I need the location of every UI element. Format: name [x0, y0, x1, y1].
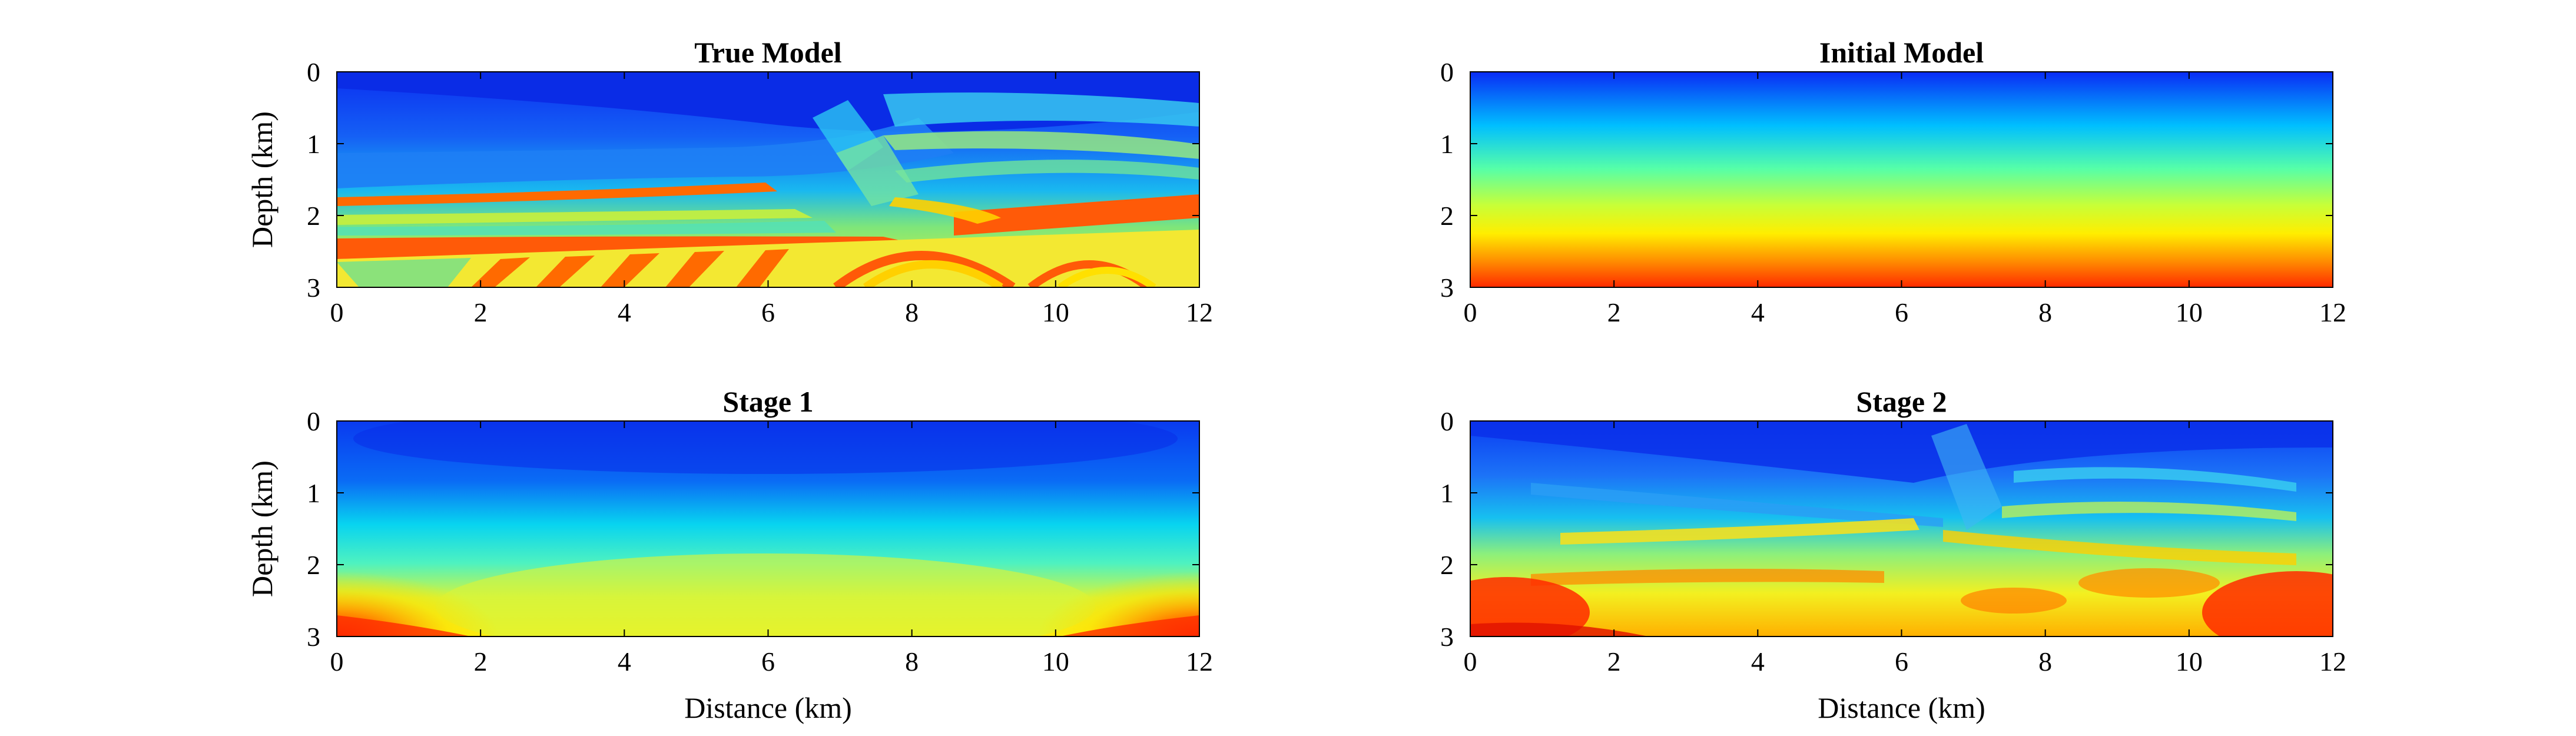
y-tick-label: 2: [1440, 550, 1454, 580]
y-tick-label: 0: [307, 57, 320, 87]
x-tick-label: 0: [1464, 297, 1477, 327]
x-tick-label: 4: [618, 297, 631, 327]
x-tick-label: 4: [1751, 297, 1765, 327]
stage-1-title: Stage 1: [722, 385, 813, 418]
y-axis-label: Depth (km): [246, 111, 279, 248]
x-tick-label: 4: [618, 647, 631, 677]
x-tick-label: 6: [1895, 647, 1908, 677]
y-tick-label: 3: [1440, 273, 1454, 303]
x-tick-label: 8: [905, 647, 919, 677]
x-tick-label: 6: [1895, 297, 1908, 327]
x-tick-label: 12: [2319, 297, 2346, 327]
y-tick-label: 3: [307, 622, 320, 652]
y-tick-label: 0: [1440, 57, 1454, 87]
x-axis-label: Distance (km): [1818, 691, 1985, 724]
x-tick-label: 6: [761, 647, 775, 677]
x-tick-label: 8: [2038, 297, 2052, 327]
x-tick-label: 10: [1042, 297, 1069, 327]
true-model-image: [337, 72, 1199, 287]
x-tick-label: 8: [2038, 647, 2052, 677]
stage-2-title: Stage 2: [1856, 385, 1947, 418]
x-tick-label: 2: [1607, 647, 1621, 677]
x-tick-label: 12: [1186, 647, 1213, 677]
y-tick-label: 0: [1440, 406, 1454, 436]
x-tick-label: 2: [474, 647, 488, 677]
y-tick-label: 1: [307, 129, 320, 159]
true-model-title: True Model: [694, 36, 842, 69]
y-tick-label: 1: [1440, 129, 1454, 159]
x-tick-label: 12: [1186, 297, 1213, 327]
x-tick-label: 10: [2176, 647, 2203, 677]
stage-1-image: [337, 421, 1199, 636]
x-tick-label: 12: [2319, 647, 2346, 677]
x-tick-label: 4: [1751, 647, 1765, 677]
x-tick-label: 0: [330, 647, 344, 677]
x-tick-label: 0: [330, 297, 344, 327]
x-tick-label: 8: [905, 297, 919, 327]
y-tick-label: 1: [1440, 478, 1454, 508]
x-tick-label: 2: [1607, 297, 1621, 327]
y-tick-label: 2: [1440, 201, 1454, 231]
y-tick-label: 2: [307, 550, 320, 580]
y-tick-label: 3: [307, 273, 320, 303]
y-tick-label: 3: [1440, 622, 1454, 652]
x-axis-label: Distance (km): [684, 691, 852, 724]
y-tick-label: 2: [307, 201, 320, 231]
x-tick-label: 10: [1042, 647, 1069, 677]
stage-2-image: [1470, 421, 2333, 636]
x-tick-label: 6: [761, 297, 775, 327]
initial-model-title: Initial Model: [1819, 36, 1984, 69]
x-tick-label: 10: [2176, 297, 2203, 327]
y-axis-label: Depth (km): [246, 460, 279, 597]
x-tick-label: 0: [1464, 647, 1477, 677]
x-tick-label: 2: [474, 297, 488, 327]
y-tick-label: 0: [307, 406, 320, 436]
y-tick-label: 1: [307, 478, 320, 508]
initial-model-image: [1470, 72, 2333, 287]
